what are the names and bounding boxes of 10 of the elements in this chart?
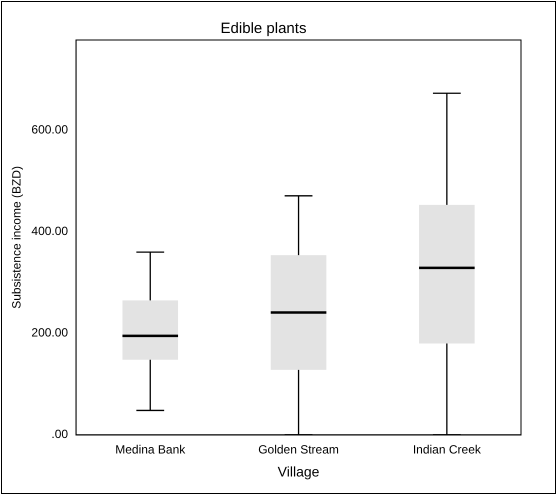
- chart-title: Edible plants: [220, 20, 306, 38]
- y-tick-label: 400.00: [31, 224, 68, 238]
- y-tick-label: 200.00: [31, 326, 68, 340]
- y-tick-label: .00: [51, 427, 68, 442]
- x-tick-label: Indian Creek: [412, 442, 482, 456]
- y-axis-title: Subsistence income (BZD): [10, 166, 24, 309]
- x-tick-label: Golden Stream: [258, 442, 339, 456]
- y-tick-label: 600.00: [31, 122, 68, 137]
- x-axis-title: Village: [278, 463, 320, 480]
- x-tick-label: Medina Bank: [115, 442, 186, 456]
